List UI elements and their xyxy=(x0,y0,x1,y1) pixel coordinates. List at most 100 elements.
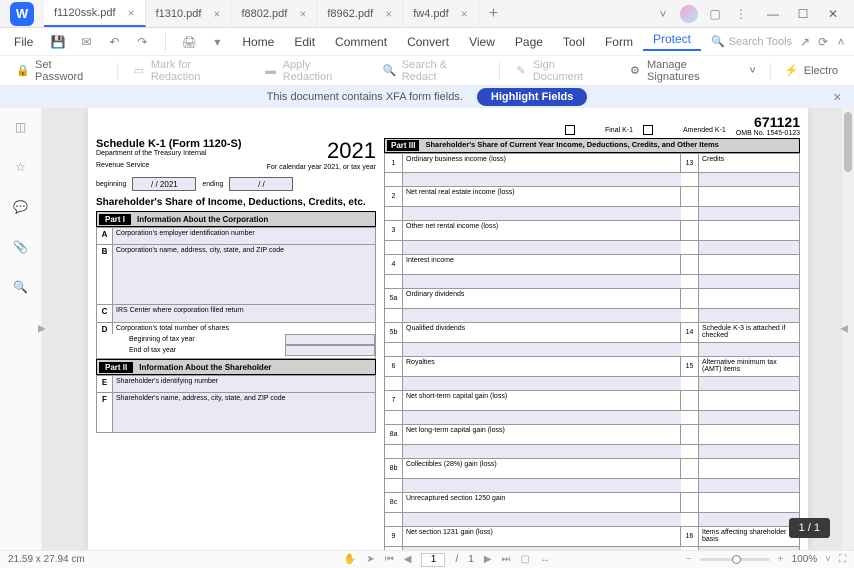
fullscreen-icon[interactable]: ⛶ xyxy=(839,554,846,565)
value-input2[interactable] xyxy=(699,377,799,390)
zoom-out-icon[interactable]: − xyxy=(686,554,692,565)
maximize-button[interactable]: ☐ xyxy=(788,2,818,26)
print-icon[interactable]: 🖨 xyxy=(180,33,198,51)
value-input2[interactable] xyxy=(699,547,799,550)
value-input[interactable] xyxy=(403,241,681,254)
app-icon[interactable]: W xyxy=(10,2,34,26)
fit-width-icon[interactable]: ↔ xyxy=(540,554,550,565)
menu-comment[interactable]: Comment xyxy=(325,35,397,49)
value-input[interactable] xyxy=(403,547,681,550)
avatar[interactable] xyxy=(680,5,698,23)
close-icon[interactable]: × xyxy=(385,7,392,21)
menu-tool[interactable]: Tool xyxy=(553,35,595,49)
final-k1-checkbox[interactable]: Final K-1 xyxy=(565,125,633,137)
value-input2[interactable] xyxy=(699,309,799,322)
value-input[interactable] xyxy=(403,513,681,526)
menu-convert[interactable]: Convert xyxy=(397,35,459,49)
mail-icon[interactable]: ✉ xyxy=(77,33,95,51)
tab-f8802[interactable]: f8802.pdf× xyxy=(231,0,317,27)
value-input2[interactable] xyxy=(699,445,799,458)
menu-page[interactable]: Page xyxy=(505,35,553,49)
save-icon[interactable]: 💾 xyxy=(49,33,67,51)
prev-page-icon[interactable]: ◀ xyxy=(404,554,412,565)
hand-tool-icon[interactable]: ✋ xyxy=(344,554,356,565)
undo-icon[interactable]: ↶ xyxy=(105,33,123,51)
fit-page-icon[interactable]: ▢ xyxy=(521,554,530,565)
value-input2[interactable] xyxy=(699,207,799,220)
zoom-thumb[interactable] xyxy=(732,555,741,564)
value-input2[interactable] xyxy=(699,513,799,526)
collapse-left-icon[interactable]: ▶ xyxy=(38,324,46,335)
end-shares-input[interactable] xyxy=(285,345,375,356)
collapse-right-icon[interactable]: ◀ xyxy=(840,324,848,335)
kebab-icon[interactable]: ⋮ xyxy=(732,5,750,23)
value-input2[interactable] xyxy=(699,241,799,254)
thumbnails-icon[interactable]: ◫ xyxy=(12,118,30,136)
share-icon[interactable]: ↗ xyxy=(796,33,814,51)
first-page-icon[interactable]: ⏮ xyxy=(385,554,394,565)
highlight-fields-button[interactable]: Highlight Fields xyxy=(477,88,588,106)
page-input[interactable] xyxy=(421,553,445,567)
search-tools[interactable]: 🔍 Search Tools xyxy=(711,35,792,48)
value-input[interactable] xyxy=(403,207,681,220)
close-icon[interactable]: ✕ xyxy=(833,91,842,104)
ending-date-input[interactable]: / / xyxy=(229,177,293,191)
close-button[interactable]: ✕ xyxy=(818,2,848,26)
value-input2[interactable] xyxy=(699,173,799,186)
attachments-icon[interactable]: 📎 xyxy=(12,238,30,256)
chevron-down-icon[interactable]: ˅ xyxy=(654,5,672,23)
select-tool-icon[interactable]: ➤ xyxy=(366,554,374,565)
minimize-button[interactable]: — xyxy=(758,2,788,26)
menu-edit[interactable]: Edit xyxy=(284,35,325,49)
value-input2[interactable] xyxy=(699,479,799,492)
zoom-slider[interactable] xyxy=(700,558,770,561)
value-input[interactable] xyxy=(403,275,681,288)
search-redact-button[interactable]: 🔍Search & Redact xyxy=(375,56,493,86)
last-page-icon[interactable]: ⏭ xyxy=(502,554,511,565)
value-input[interactable] xyxy=(403,445,681,458)
sign-document-button[interactable]: ✎Sign Document xyxy=(506,56,616,86)
tab-f8962[interactable]: f8962.pdf× xyxy=(317,0,403,27)
sync-icon[interactable]: ⟳ xyxy=(814,33,832,51)
redo-icon[interactable]: ↷ xyxy=(133,33,151,51)
value-input[interactable] xyxy=(403,173,681,186)
tab-f1310[interactable]: f1310.pdf× xyxy=(146,0,232,27)
value-input2[interactable] xyxy=(699,343,799,356)
collapse-icon[interactable]: ˄ xyxy=(832,33,850,51)
bookmarks-icon[interactable]: ☆ xyxy=(12,158,30,176)
set-password-button[interactable]: 🔒Set Password xyxy=(8,56,111,86)
close-icon[interactable]: × xyxy=(128,6,135,20)
dropdown-icon[interactable]: ▾ xyxy=(208,33,226,51)
menu-view[interactable]: View xyxy=(459,35,505,49)
scroll-thumb[interactable] xyxy=(844,112,852,172)
menu-file[interactable]: File xyxy=(4,35,43,49)
beginning-shares-input[interactable] xyxy=(285,334,375,345)
mark-redaction-button[interactable]: ▭Mark for Redaction xyxy=(124,56,252,86)
search-panel-icon[interactable]: 🔍 xyxy=(12,278,30,296)
menu-form[interactable]: Form xyxy=(595,35,643,49)
manage-signatures-button[interactable]: ⚙Manage Signatures˅ xyxy=(620,56,764,86)
value-input[interactable] xyxy=(403,377,681,390)
tab-fw4[interactable]: fw4.pdf× xyxy=(403,0,478,27)
add-tab-button[interactable]: + xyxy=(479,0,508,27)
chevron-down-icon[interactable]: ˅ xyxy=(825,554,831,565)
value-input[interactable] xyxy=(403,411,681,424)
menu-home[interactable]: Home xyxy=(232,35,284,49)
tab-f1120ssk[interactable]: f1120ssk.pdf× xyxy=(44,0,146,27)
close-icon[interactable]: × xyxy=(461,7,468,21)
value-input[interactable] xyxy=(403,343,681,356)
comments-icon[interactable]: 💬 xyxy=(12,198,30,216)
beginning-date-input[interactable]: / / 2021 xyxy=(132,177,196,191)
open-window-icon[interactable]: ▢ xyxy=(706,5,724,23)
value-input2[interactable] xyxy=(699,411,799,424)
close-icon[interactable]: × xyxy=(299,7,306,21)
menu-protect[interactable]: Protect xyxy=(643,32,701,51)
close-icon[interactable]: × xyxy=(213,7,220,21)
zoom-in-icon[interactable]: + xyxy=(778,554,784,565)
next-page-icon[interactable]: ▶ xyxy=(484,554,492,565)
apply-redaction-button[interactable]: ▬Apply Redaction xyxy=(256,56,371,86)
value-input[interactable] xyxy=(403,309,681,322)
document-area[interactable]: Final K-1 Amended K-1 671121 OMB No. 154… xyxy=(42,108,854,550)
value-input[interactable] xyxy=(403,479,681,492)
amended-k1-checkbox[interactable]: Amended K-1 xyxy=(643,125,726,137)
